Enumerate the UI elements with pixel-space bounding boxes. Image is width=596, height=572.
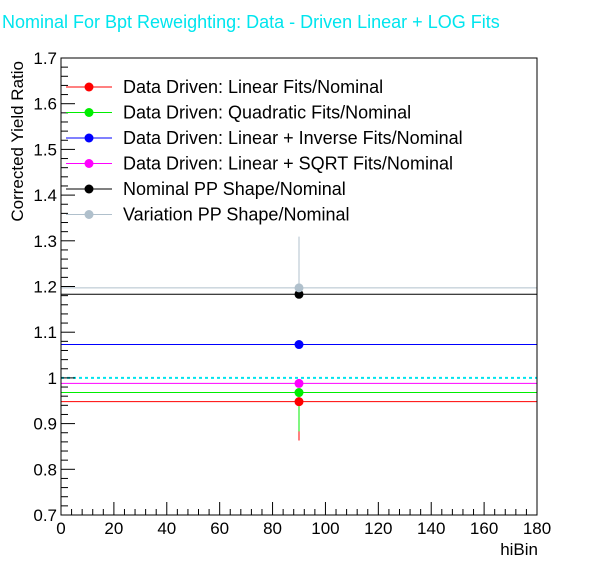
data-point (294, 388, 304, 398)
x-axis-label: hiBin (500, 540, 538, 559)
series-5 (61, 236, 537, 289)
series-layer (61, 236, 537, 441)
y-tick-label: 0.9 (33, 415, 57, 434)
legend-marker (84, 159, 94, 168)
y-tick-label: 0.8 (33, 460, 57, 479)
y-tick-label: 1.1 (33, 323, 57, 342)
chart-title: Nominal For Bpt Reweighting: Data - Driv… (2, 12, 500, 32)
legend: Data Driven: Linear Fits/Nominal Data Dri… (66, 77, 463, 225)
x-tick-label: 160 (470, 519, 498, 538)
data-point (294, 397, 304, 407)
legend-label: Variation PP Shape/Nominal (123, 205, 349, 225)
legend-label: Nominal PP Shape/Nominal (123, 179, 346, 199)
y-tick-label: 1.7 (33, 49, 57, 68)
y-axis-label: Corrected Yield Ratio (8, 61, 27, 222)
y-tick-label: 1.4 (33, 186, 57, 205)
legend-marker (84, 133, 94, 143)
y-tick-label: 1.5 (33, 140, 57, 159)
y-tick-label: 0.7 (33, 506, 57, 525)
x-tick-label: 80 (263, 519, 282, 538)
data-point (294, 340, 304, 350)
legend-marker (84, 108, 94, 117)
legend-label: Data Driven: Linear Fits/Nominal (123, 77, 383, 97)
legend-marker (84, 210, 94, 219)
y-tick-label: 1 (48, 369, 57, 388)
legend-label: Data Driven: Quadratic Fits/Nominal (123, 103, 411, 123)
data-point (294, 283, 304, 293)
legend-label: Data Driven: Linear + SQRT Fits/Nominal (123, 154, 453, 174)
x-tick-label: 120 (364, 519, 392, 538)
x-tick-label: 60 (210, 519, 229, 538)
x-tick-label: 0 (56, 519, 65, 538)
legend-label: Data Driven: Linear + Inverse Fits/Nomin… (123, 128, 463, 148)
legend-marker (84, 82, 94, 92)
data-point (294, 289, 304, 299)
y-tick-label: 1.3 (33, 232, 57, 251)
x-tick-label: 140 (417, 519, 445, 538)
data-point (294, 378, 304, 388)
legend-marker (84, 184, 94, 194)
y-tick-label: 1.6 (33, 95, 57, 114)
x-tick-label: 100 (311, 519, 339, 538)
x-tick-label: 40 (157, 519, 176, 538)
y-tick-label: 1.2 (33, 278, 57, 297)
x-tick-label: 20 (104, 519, 123, 538)
x-tick-label: 180 (523, 519, 551, 538)
